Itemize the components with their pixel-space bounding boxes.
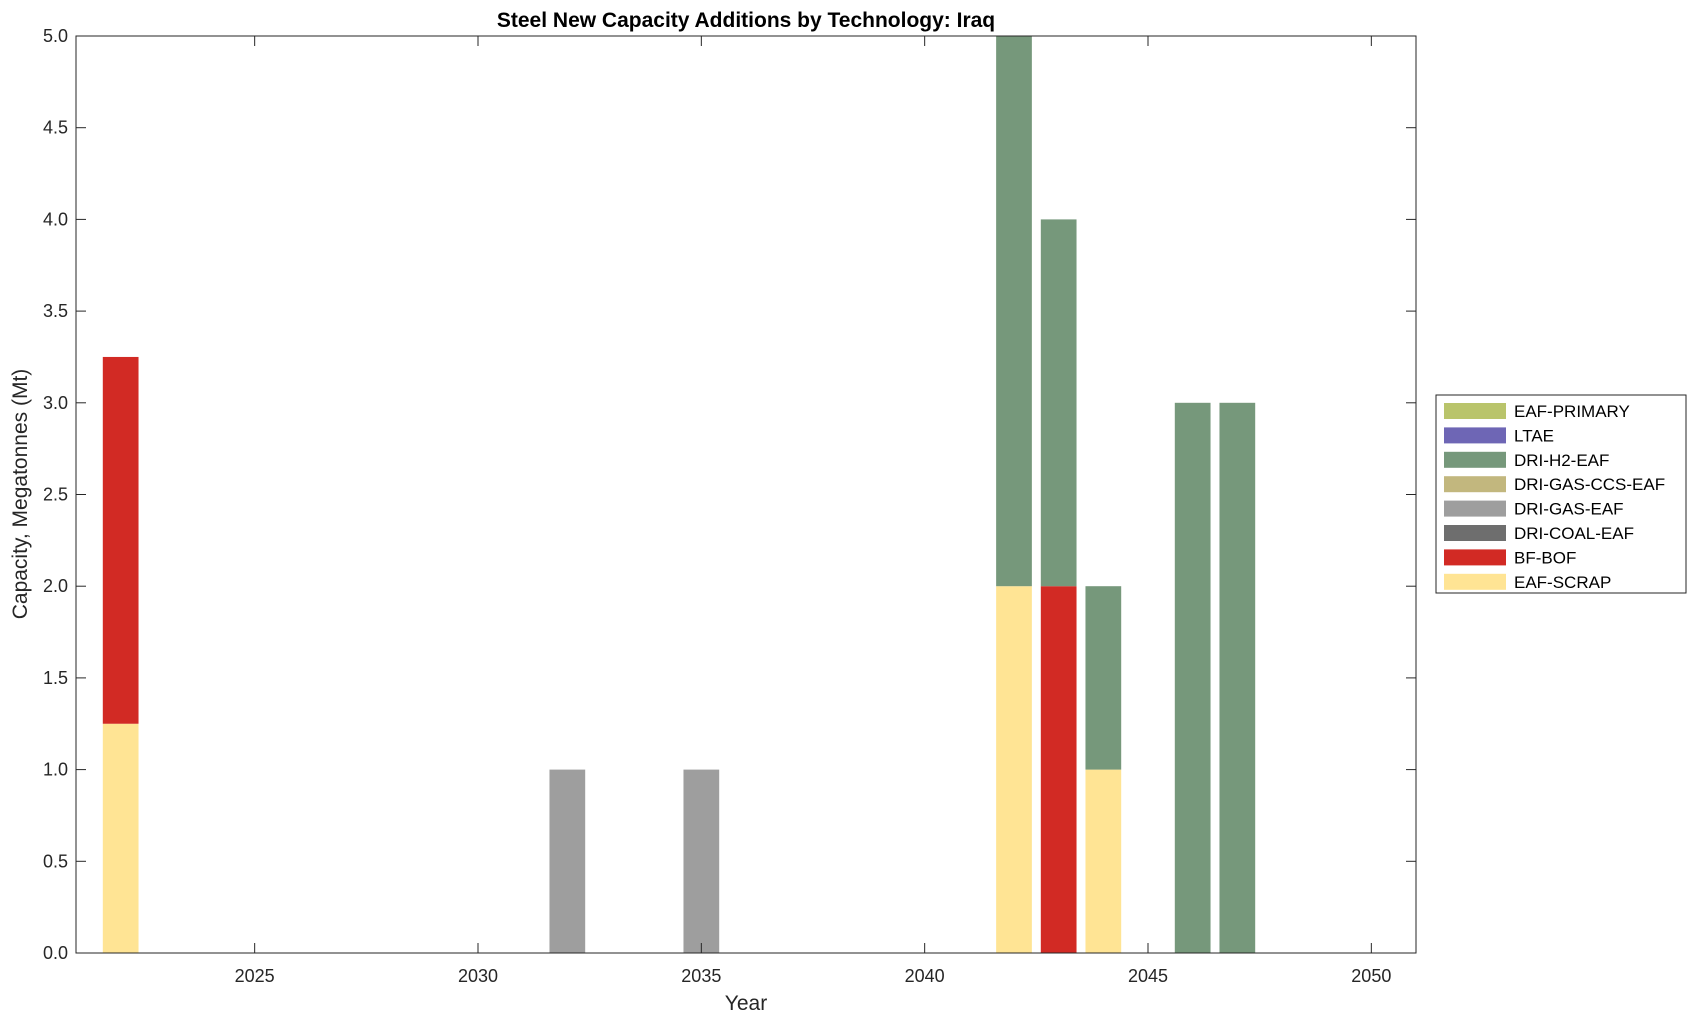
- legend-swatch-bf-bof: [1444, 549, 1506, 566]
- y-tick-label: 2.0: [43, 576, 68, 596]
- legend-label-dri-coal-eaf: DRI-COAL-EAF: [1514, 524, 1634, 543]
- legend-label-dri-gas-ccs-eaf: DRI-GAS-CCS-EAF: [1514, 475, 1665, 494]
- bar-eaf-scrap-2042: [996, 586, 1032, 953]
- y-tick-label: 5.0: [43, 26, 68, 46]
- x-tick-label: 2035: [681, 966, 721, 986]
- y-tick-label: 2.5: [43, 485, 68, 505]
- legend-swatch-dri-coal-eaf: [1444, 525, 1506, 541]
- y-tick-label: 0.5: [43, 851, 68, 871]
- y-tick-label: 0.0: [43, 943, 68, 963]
- bar-dri-gas-eaf-2035: [683, 769, 720, 953]
- x-tick-label: 2045: [1128, 966, 1168, 986]
- bar-dri-h2-eaf-2044: [1085, 586, 1122, 770]
- bar-dri-h2-eaf-2046: [1174, 402, 1211, 953]
- bar-dri-gas-eaf-2032: [549, 769, 586, 953]
- legend-swatch-ltae: [1444, 427, 1506, 444]
- bar-bf-bof-2022: [102, 356, 139, 724]
- legend-label-dri-h2-eaf: DRI-H2-EAF: [1514, 451, 1609, 470]
- bars-layer: [102, 36, 1256, 953]
- legend-label-ltae: LTAE: [1514, 426, 1554, 445]
- y-tick-label: 3.0: [43, 393, 68, 413]
- x-tick-label: 2030: [458, 966, 498, 986]
- legend-swatch-eaf-primary: [1444, 403, 1506, 419]
- y-tick-label: 3.5: [43, 301, 68, 321]
- y-tick-label: 1.5: [43, 668, 68, 688]
- y-tick-label: 4.0: [43, 209, 68, 229]
- y-tick-label: 1.0: [43, 760, 68, 780]
- x-tick-label: 2040: [905, 966, 945, 986]
- bar-dri-h2-eaf-2043: [1040, 219, 1077, 587]
- legend-label-dri-gas-eaf: DRI-GAS-EAF: [1514, 500, 1624, 519]
- y-axis-label: Capacity, Megatonnes (Mt): [9, 369, 32, 620]
- bar-bf-bof-2043: [1040, 586, 1077, 953]
- legend-swatch-eaf-scrap: [1444, 573, 1506, 590]
- legend-label-eaf-scrap: EAF-SCRAP: [1514, 573, 1611, 592]
- legend-swatch-dri-gas-ccs-eaf: [1444, 476, 1506, 493]
- plot-area-frame: [75, 35, 1417, 954]
- x-tick-label: 2050: [1351, 966, 1391, 986]
- bar-dri-h2-eaf-2047: [1219, 402, 1256, 953]
- x-axis: 2025 2030 2035 2040 2045 2050: [235, 36, 1391, 986]
- legend-swatch-dri-h2-eaf: [1444, 451, 1506, 468]
- x-axis-label: Year: [725, 992, 767, 1015]
- y-tick-label: 4.5: [43, 118, 68, 138]
- legend: EAF-PRIMARY LTAE DRI-H2-EAF DRI-GAS-CCS-EAF…: [1435, 394, 1687, 594]
- bar-eaf-scrap-2044: [1085, 769, 1122, 953]
- legend-label-bf-bof: BF-BOF: [1514, 548, 1576, 567]
- chart-title: Steel New Capacity Additions by Technolo…: [497, 9, 995, 32]
- bar-dri-h2-eaf-2042: [996, 36, 1032, 587]
- legend-swatch-dri-gas-eaf: [1444, 500, 1506, 517]
- bar-eaf-scrap-2022: [102, 723, 139, 953]
- x-tick-label: 2025: [235, 966, 275, 986]
- y-axis: 0.0 0.5 1.0 1.5 2.0 2.5 3.0 3.5 4.0 4.5 5.0: [43, 26, 1416, 963]
- legend-label-eaf-primary: EAF-PRIMARY: [1514, 402, 1630, 421]
